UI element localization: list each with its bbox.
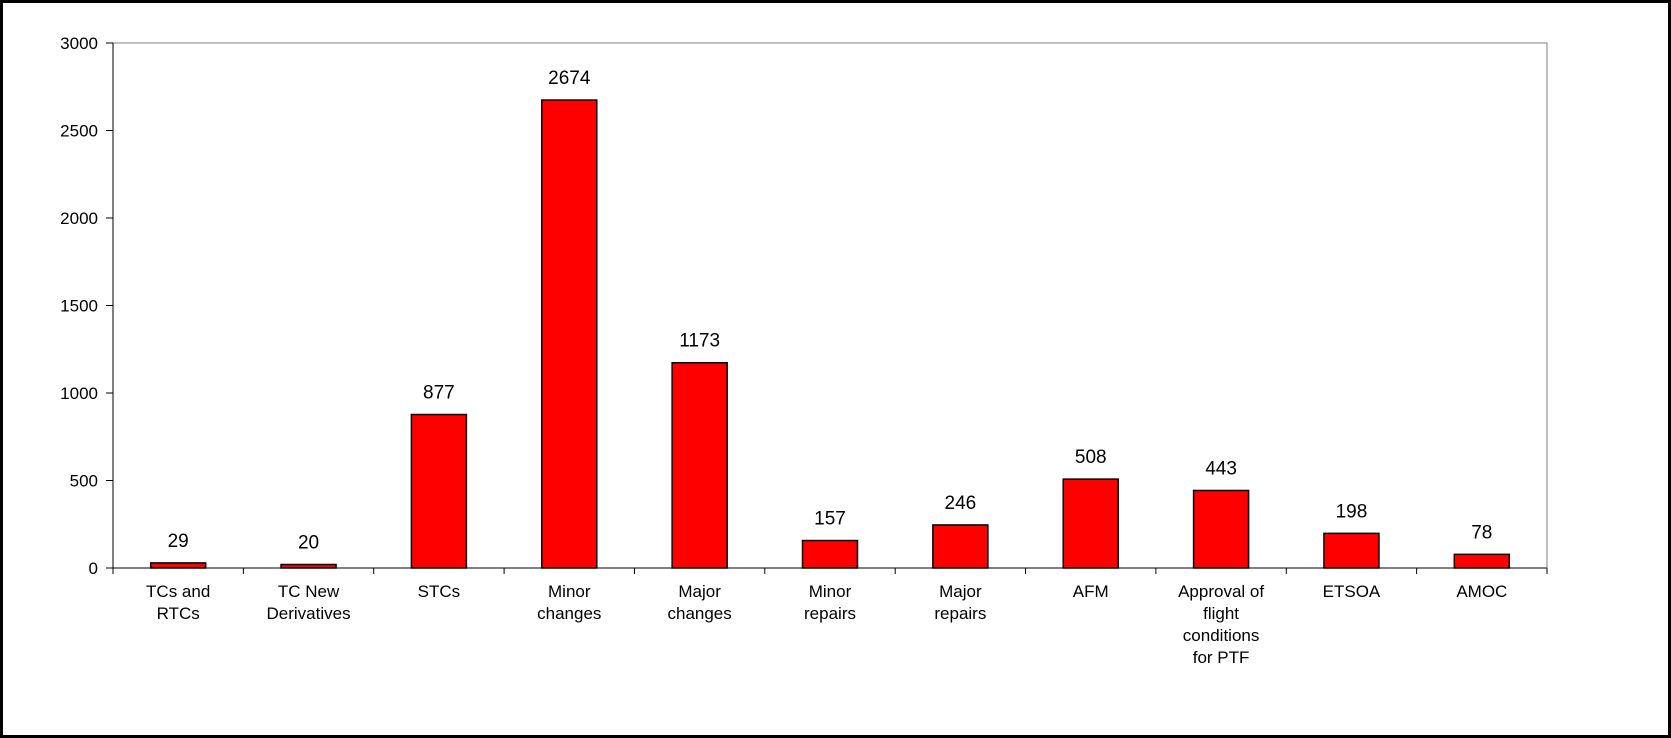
x-tick-label-line: STCs <box>418 582 461 601</box>
x-tick-label-line: Minor <box>548 582 591 601</box>
x-tick-label-line: Derivatives <box>266 604 350 623</box>
x-tick-label: ETSOA <box>1323 582 1381 601</box>
bar <box>410 413 468 569</box>
x-tick-label-line: ETSOA <box>1323 582 1381 601</box>
data-label: 198 <box>1336 501 1368 522</box>
data-label: 2674 <box>548 68 591 89</box>
y-tick-label: 1000 <box>60 384 98 403</box>
data-label: 508 <box>1075 447 1107 468</box>
x-tick-label-line: Approval of <box>1178 582 1264 601</box>
x-tick-label: STCs <box>418 582 461 601</box>
plot-area <box>112 42 1548 569</box>
x-tick-label-line: repairs <box>934 604 986 623</box>
x-tick-label-line: TC New <box>278 582 340 601</box>
x-tick-label: Approval of flight conditions for PTF <box>1178 582 1264 667</box>
data-label: 78 <box>1471 522 1492 543</box>
data-labels-group: 29 20 877 2674 1173 157 246 508 443 198 78 <box>168 68 1493 553</box>
x-tick-label-line: RTCs <box>157 604 200 623</box>
data-label: 1173 <box>679 331 720 352</box>
x-tick-label-line: changes <box>537 604 601 623</box>
data-label: 246 <box>945 493 977 514</box>
bars-group <box>149 99 1511 569</box>
x-tick-label-line: for PTF <box>1193 648 1250 667</box>
y-tick-label: 500 <box>70 472 98 491</box>
bar <box>541 99 598 569</box>
x-tick-label-line: Minor <box>809 582 852 601</box>
x-tick-label: TCs and RTCs <box>146 582 210 623</box>
x-tick-label: Major repairs <box>934 582 986 623</box>
data-label: 29 <box>168 531 189 552</box>
x-tick-label: AMOC <box>1456 582 1507 601</box>
data-label: 877 <box>423 383 455 404</box>
y-axis: 0 500 1000 1500 2000 2500 3000 <box>60 34 114 578</box>
y-tick-label: 0 <box>89 559 98 578</box>
x-tick-label-line: Major <box>678 582 721 601</box>
bar <box>801 539 859 569</box>
bar <box>1323 532 1380 569</box>
x-tick-label-line: Major <box>939 582 982 601</box>
bar <box>280 563 337 569</box>
y-tick-label: 1500 <box>60 297 98 316</box>
bar <box>1453 553 1511 569</box>
x-axis: TCs and RTCs TC New Derivatives STCs Minor cha… <box>112 567 1548 667</box>
x-tick-label-line: changes <box>667 604 731 623</box>
x-tick-label: AFM <box>1073 582 1109 601</box>
bar <box>1192 489 1250 569</box>
data-label: 157 <box>814 509 846 530</box>
x-tick-label: Minor repairs <box>804 582 856 623</box>
x-tick-label-line: AFM <box>1073 582 1109 601</box>
x-tick-label-line: TCs and <box>146 582 210 601</box>
x-tick-label: Minor changes <box>537 582 601 623</box>
y-tick-label: 3000 <box>60 34 98 53</box>
y-tick-label: 2500 <box>60 122 98 141</box>
x-tick-label-line: conditions <box>1183 626 1260 645</box>
data-label: 443 <box>1205 458 1237 479</box>
x-tick-label-line: AMOC <box>1456 582 1507 601</box>
x-tick-label: Major changes <box>667 582 731 623</box>
bar <box>932 524 989 569</box>
y-tick-label: 2000 <box>60 209 98 228</box>
x-tick-label: TC New Derivatives <box>266 582 350 623</box>
bar <box>149 562 207 569</box>
x-tick-label-line: flight <box>1203 604 1239 623</box>
bar <box>671 361 728 569</box>
data-label: 20 <box>298 533 319 554</box>
x-tick-label-line: repairs <box>804 604 856 623</box>
bar <box>1062 478 1119 569</box>
